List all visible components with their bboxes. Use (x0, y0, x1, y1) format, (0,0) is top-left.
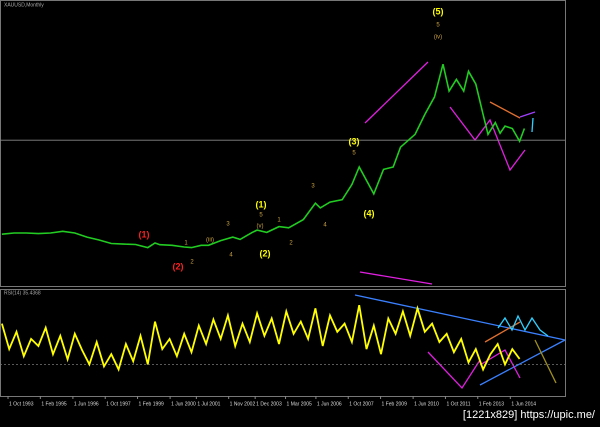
drawings (354, 61, 566, 390)
wave-label: (iii) (206, 238, 214, 244)
trend-line (364, 61, 429, 124)
data-line (1, 63, 526, 249)
wave-label: 3 (311, 184, 315, 190)
wave-label: (5) (433, 6, 444, 16)
x-tick-label: 1 Dec 2003 (256, 401, 282, 407)
x-tick-label: 1 Feb 2013 (479, 401, 505, 407)
trend-line (534, 339, 557, 384)
price-frame (0, 0, 566, 287)
watermark: [1221x829] https://upic.me/ (463, 409, 596, 421)
wave-line (497, 314, 549, 337)
wave-label: 4 (229, 253, 233, 259)
x-tick-label: 1 Jun 2014 (511, 401, 536, 407)
trend-line (427, 351, 481, 390)
x-tick-label: 1 Jun 2006 (317, 401, 342, 407)
x-tick-label: 1 Feb 1999 (139, 401, 165, 407)
price-title: XAUUSD,Monthly (4, 2, 44, 8)
rsi-frame (0, 289, 566, 397)
data-line (1, 305, 521, 373)
x-tick-label: 1 Oct 2007 (349, 401, 374, 407)
wave-label: 4 (323, 223, 327, 229)
wave-label: (iv) (434, 35, 442, 41)
wave-label: 3 (226, 222, 230, 228)
wave-label: (4) (364, 208, 375, 218)
x-tick-label: 1 Oct 1997 (106, 401, 131, 407)
x-tick-label: 1 Jun 1996 (74, 401, 99, 407)
rsi-title: RSI(14) 35.4368 (4, 290, 41, 296)
x-tick-label: 1 Jun 2000 (171, 401, 196, 407)
wave-label: 2 (190, 260, 194, 266)
arrow (519, 111, 536, 118)
wave-label: 2 (289, 241, 293, 247)
wave-label: (3) (349, 136, 360, 146)
trend-line (479, 339, 566, 386)
x-tick-label: 1 Mar 2005 (287, 401, 313, 407)
wave-label: 1 (184, 241, 188, 247)
x-tick-label: 1 Jul 2001 (197, 401, 220, 407)
x-tick-label: 1 Oct 2011 (446, 401, 470, 407)
trend-line (359, 271, 433, 285)
trend-line (449, 106, 526, 172)
wave-label: 5 (352, 151, 356, 157)
x-tick-label: 1 Feb 1995 (41, 401, 67, 407)
wave-label: 1 (277, 218, 281, 224)
wave-label: 5 (436, 23, 440, 29)
wave-label: 5 (259, 213, 263, 219)
x-tick-label: 1 Feb 2009 (382, 401, 408, 407)
x-tick-label: 1 Oct 1993 (9, 401, 34, 407)
x-tick-label: 1 Jun 2010 (414, 401, 439, 407)
wave-label: (1) (139, 229, 150, 239)
wave-label: (2) (173, 261, 184, 271)
wave-label: (v) (257, 224, 264, 230)
wave-label: (2) (260, 248, 271, 258)
trend-line (489, 101, 521, 119)
arrow (531, 117, 534, 133)
wave-label: (1) (256, 199, 267, 209)
trend-line (354, 294, 566, 341)
x-tick-label: 1 Nov 2002 (230, 401, 256, 407)
